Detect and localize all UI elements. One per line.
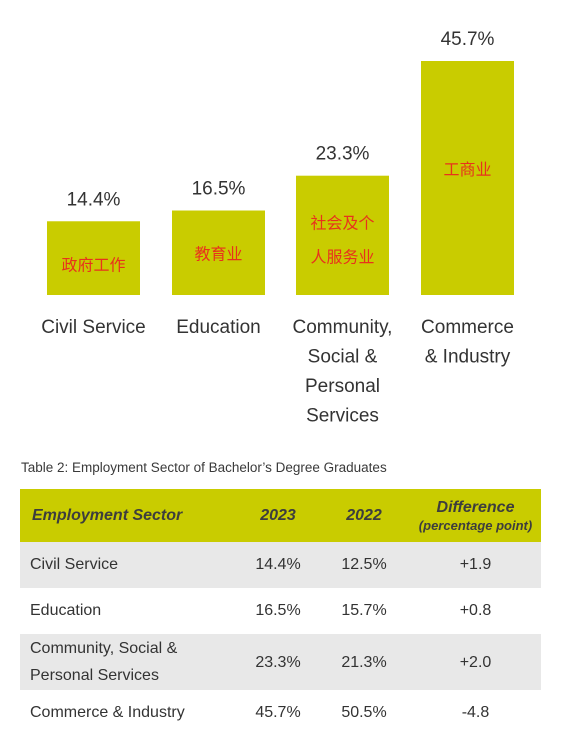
bar-chart: 14.4% 政府工作 Civil Service 16.5% 教育业 Education 2…: [41, 29, 514, 427]
category-label: Education: [176, 317, 261, 338]
header-difference: Difference (percentage point): [410, 489, 541, 542]
category-label: Commerce: [421, 317, 514, 338]
cell-sector: Commerce & Industry: [20, 690, 238, 736]
bar: [47, 221, 140, 295]
cell-2022: 15.7%: [318, 588, 410, 634]
employment-sector-table: Employment Sector 2023 2022 Difference (…: [20, 489, 541, 736]
cell-sector: Community, Social & Personal Services: [20, 634, 238, 690]
table-row: Commerce & Industry 45.7% 50.5% -4.8: [20, 690, 541, 736]
header-2023: 2023: [238, 489, 318, 542]
data-label: 14.4%: [67, 189, 121, 210]
table-caption: Table 2: Employment Sector of Bachelor’s…: [21, 460, 387, 475]
cell-difference: -4.8: [410, 690, 541, 736]
bar-inner-label: 人服务业: [310, 248, 374, 267]
table-header-row: Employment Sector 2023 2022 Difference (…: [20, 489, 541, 542]
bar-inner-label: 政府工作: [61, 255, 125, 274]
table-row: Civil Service 14.4% 12.5% +1.9: [20, 542, 541, 588]
header-employment-sector: Employment Sector: [20, 489, 238, 542]
category-label: Community,: [293, 317, 393, 338]
cell-2023: 16.5%: [238, 588, 318, 634]
bar: [296, 175, 389, 295]
cell-2022: 21.3%: [318, 634, 410, 690]
cell-2023: 45.7%: [238, 690, 318, 736]
cell-2022: 12.5%: [318, 542, 410, 588]
cell-2023: 23.3%: [238, 634, 318, 690]
bar-inner-label: 社会及个: [310, 214, 374, 233]
category-label: Social &: [308, 347, 378, 368]
category-label: & Industry: [425, 347, 511, 368]
cell-sector: Civil Service: [20, 542, 238, 588]
bar: [421, 61, 514, 295]
category-label: Personal: [305, 376, 380, 397]
header-difference-unit: (percentage point): [418, 517, 533, 533]
data-label: 16.5%: [192, 179, 246, 200]
bar-inner-label: 教育业: [194, 245, 242, 264]
table-row: Education 16.5% 15.7% +0.8: [20, 588, 541, 634]
table-row: Community, Social & Personal Services 23…: [20, 634, 541, 690]
cell-difference: +2.0: [410, 634, 541, 690]
data-label: 23.3%: [316, 144, 370, 165]
category-label: Civil Service: [41, 317, 146, 338]
bar-inner-label: 工商业: [443, 160, 491, 179]
data-label: 45.7%: [441, 29, 495, 50]
cell-difference: +0.8: [410, 588, 541, 634]
cell-sector: Education: [20, 588, 238, 634]
cell-2022: 50.5%: [318, 690, 410, 736]
header-2022: 2022: [318, 489, 410, 542]
bar: [172, 210, 265, 295]
cell-difference: +1.9: [410, 542, 541, 588]
header-difference-label: Difference: [436, 498, 515, 516]
cell-2023: 14.4%: [238, 542, 318, 588]
category-label: Services: [306, 406, 379, 427]
